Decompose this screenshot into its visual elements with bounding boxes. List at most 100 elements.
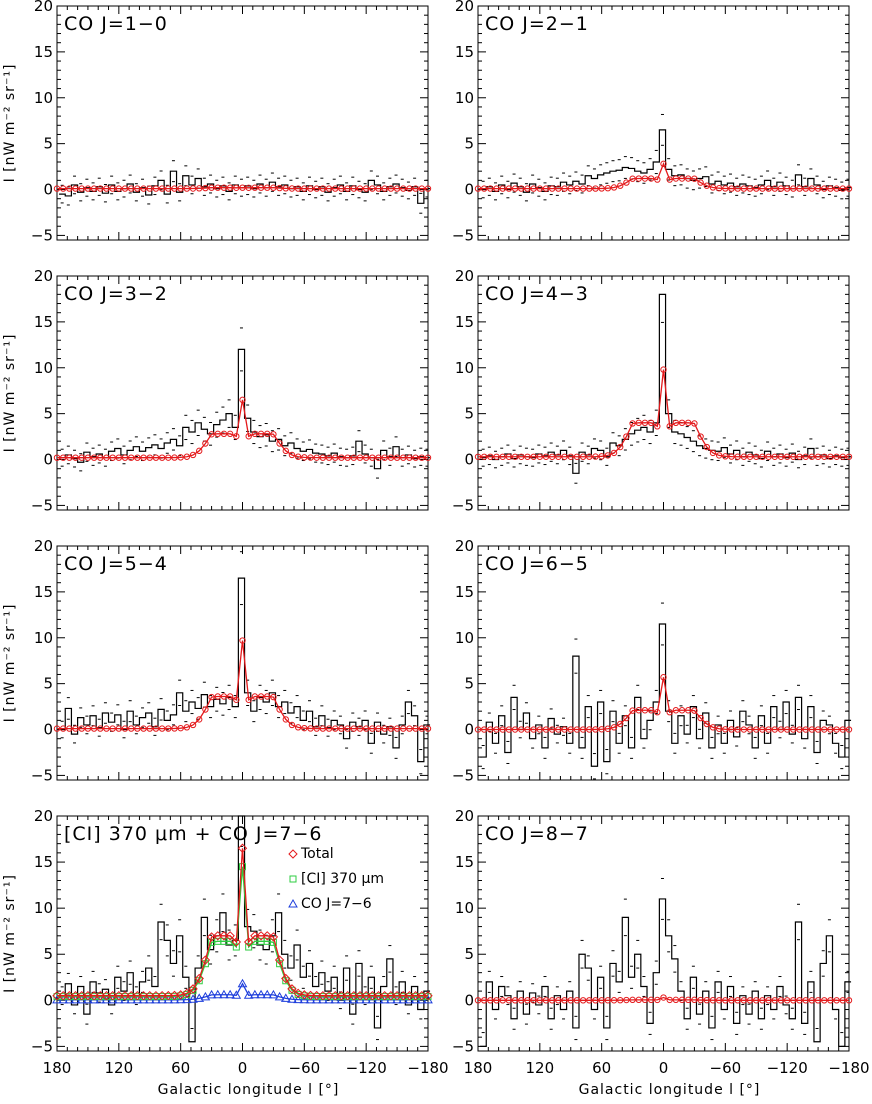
model-marker <box>250 931 260 941</box>
model-marker <box>355 990 365 1001</box>
model-marker <box>790 453 797 460</box>
model-marker <box>219 989 229 999</box>
model-marker <box>270 693 277 701</box>
model-marker <box>387 725 395 732</box>
model-marker <box>493 185 500 192</box>
model-marker <box>165 185 172 192</box>
x-tick-label: −60 <box>289 1059 321 1077</box>
model-marker <box>182 988 192 999</box>
model-marker <box>393 454 401 461</box>
model-marker <box>821 997 828 1004</box>
model-marker <box>214 184 221 191</box>
model-marker <box>753 453 760 460</box>
model-marker <box>288 185 296 192</box>
model-marker <box>654 176 661 183</box>
model-marker <box>808 997 816 1004</box>
model-line <box>478 162 849 190</box>
model-marker <box>567 185 574 192</box>
model-marker <box>262 931 272 941</box>
model-marker <box>194 973 204 984</box>
x-axis-label: Galactic longitude l [°] <box>579 1082 761 1098</box>
model-marker <box>833 453 840 460</box>
model-marker <box>245 184 252 191</box>
model-marker <box>181 994 192 1004</box>
x-tick-label: 60 <box>592 1059 611 1077</box>
model-marker <box>623 433 630 440</box>
y-tick-label: 15 <box>34 583 53 601</box>
model-marker <box>226 184 234 191</box>
model-marker <box>243 990 254 999</box>
y-tick-label: 5 <box>464 945 474 963</box>
model-marker <box>146 454 153 461</box>
model-marker <box>480 726 488 733</box>
model-marker <box>202 184 209 192</box>
y-tick-label: 15 <box>34 853 53 871</box>
model-marker <box>555 997 562 1004</box>
model-marker <box>505 453 513 460</box>
y-tick-label: 0 <box>464 181 474 199</box>
model-marker <box>814 185 822 192</box>
model-marker <box>418 725 426 732</box>
y-tick-label: 20 <box>34 0 53 15</box>
model-marker <box>121 454 129 461</box>
model-marker <box>188 994 198 1003</box>
y-tick-label: 10 <box>455 899 474 917</box>
model-marker <box>171 185 178 192</box>
model-marker <box>617 996 624 1004</box>
model-marker <box>715 452 723 459</box>
x-tick-label: 180 <box>43 1059 72 1077</box>
chart-panel-6: −5 0 5 10 15 20 CO J=6−5 <box>452 537 853 784</box>
model-marker <box>759 726 766 733</box>
model-marker <box>561 453 568 460</box>
model-marker <box>765 997 772 1004</box>
model-marker <box>845 453 853 460</box>
model-marker <box>250 989 260 999</box>
model-marker <box>487 997 494 1004</box>
model-marker <box>746 453 754 460</box>
model-marker <box>480 453 488 460</box>
model-marker <box>647 996 655 1004</box>
y-tick-label: 10 <box>455 89 474 107</box>
y-tick-label: 10 <box>455 629 474 647</box>
model-marker <box>134 185 141 192</box>
model-marker <box>225 989 235 999</box>
model-marker <box>158 185 166 192</box>
model-marker <box>177 724 184 732</box>
model-marker <box>398 990 408 1001</box>
model-marker <box>685 996 692 1004</box>
model-marker <box>765 726 772 733</box>
model-marker <box>152 185 160 192</box>
model-marker <box>78 185 85 192</box>
y-tick-label: −5 <box>452 766 474 784</box>
model-marker <box>549 997 556 1004</box>
model-marker <box>325 454 333 461</box>
model-marker <box>59 185 67 192</box>
model-marker <box>293 988 303 999</box>
model-marker <box>72 454 79 461</box>
model-marker <box>350 725 357 732</box>
y-tick-label: −5 <box>31 226 53 244</box>
model-marker <box>839 453 847 460</box>
model-marker <box>666 176 673 183</box>
model-marker <box>765 453 772 460</box>
model-marker <box>251 184 259 191</box>
model-marker <box>418 185 426 192</box>
model-marker <box>282 447 289 455</box>
legend-marker <box>288 898 298 908</box>
model-marker <box>691 996 698 1004</box>
model-marker <box>287 994 297 1003</box>
model-marker <box>134 725 141 732</box>
model-marker <box>709 997 717 1004</box>
model-marker <box>66 185 73 192</box>
model-marker <box>524 726 531 733</box>
model-marker <box>214 430 221 438</box>
model-marker <box>586 726 593 733</box>
model-marker <box>424 454 432 461</box>
model-marker <box>697 996 704 1004</box>
y-tick-label: 10 <box>34 359 53 377</box>
model-marker <box>604 997 612 1004</box>
model-marker <box>109 454 116 461</box>
model-marker <box>349 990 359 1001</box>
plot-frame <box>477 815 850 1052</box>
model-marker <box>753 726 760 733</box>
